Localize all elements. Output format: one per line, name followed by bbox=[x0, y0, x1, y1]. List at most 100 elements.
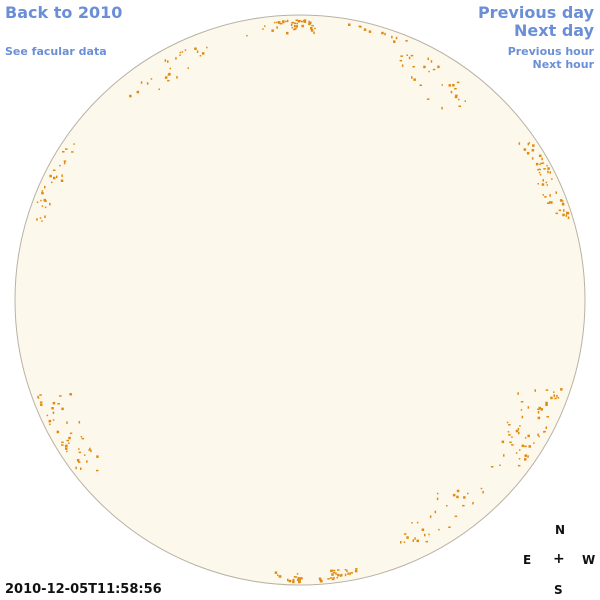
facula-mark bbox=[336, 576, 338, 579]
facula-mark bbox=[557, 397, 560, 399]
facula-mark bbox=[414, 537, 416, 540]
facula-mark bbox=[408, 56, 411, 60]
facula-mark bbox=[537, 408, 540, 411]
facula-mark bbox=[41, 220, 43, 222]
back-to-year-link[interactable]: Back to 2010 bbox=[5, 3, 123, 22]
observation-timestamp: 2010-12-05T11:58:56 bbox=[5, 582, 162, 597]
facula-mark bbox=[458, 98, 460, 101]
facula-mark bbox=[299, 577, 302, 581]
facula-mark bbox=[311, 24, 314, 27]
facula-mark bbox=[463, 496, 466, 499]
facula-mark bbox=[426, 98, 430, 100]
facula-mark bbox=[297, 577, 301, 579]
facula-mark bbox=[531, 157, 534, 160]
facula-mark bbox=[550, 396, 553, 400]
next-day-link[interactable]: Next day bbox=[514, 21, 594, 40]
facula-mark bbox=[520, 401, 524, 403]
facula-mark bbox=[80, 436, 83, 438]
facula-mark bbox=[454, 515, 458, 518]
facula-mark bbox=[506, 421, 509, 424]
next-hour-link[interactable]: Next hour bbox=[532, 58, 595, 71]
facula-mark bbox=[480, 487, 483, 490]
facula-mark bbox=[400, 55, 403, 57]
facula-mark bbox=[89, 447, 91, 451]
facula-mark bbox=[384, 32, 386, 36]
facula-mark bbox=[490, 466, 494, 468]
facula-mark bbox=[300, 20, 304, 23]
facula-mark bbox=[555, 212, 558, 215]
previous-hour-link[interactable]: Previous hour bbox=[507, 45, 594, 58]
facula-mark bbox=[524, 458, 527, 461]
facula-mark bbox=[274, 571, 278, 574]
previous-day-link[interactable]: Previous day bbox=[477, 3, 594, 22]
facula-mark bbox=[562, 213, 565, 217]
facula-mark bbox=[277, 22, 281, 24]
facula-mark bbox=[337, 569, 340, 571]
facula-mark bbox=[428, 533, 430, 536]
facula-mark bbox=[410, 54, 414, 57]
facula-mark bbox=[413, 78, 416, 81]
facula-mark bbox=[454, 88, 457, 90]
facula-mark bbox=[406, 54, 408, 56]
facula-mark bbox=[56, 430, 60, 434]
compass-center-cross: + bbox=[553, 551, 565, 567]
facula-mark bbox=[199, 55, 202, 57]
facula-mark bbox=[355, 568, 358, 570]
facula-mark bbox=[527, 142, 530, 146]
facula-mark bbox=[330, 577, 333, 579]
facula-mark bbox=[129, 94, 132, 98]
facula-mark bbox=[78, 451, 82, 454]
facula-mark bbox=[538, 406, 541, 410]
facula-mark bbox=[83, 454, 86, 456]
facula-mark bbox=[507, 431, 510, 433]
facula-mark bbox=[262, 28, 264, 30]
facula-mark bbox=[518, 431, 520, 435]
facula-mark bbox=[246, 34, 248, 37]
facula-mark bbox=[349, 572, 351, 576]
facula-mark bbox=[278, 575, 282, 578]
facula-mark bbox=[150, 78, 153, 80]
facula-mark bbox=[517, 392, 519, 395]
facula-mark bbox=[292, 580, 295, 584]
facula-mark bbox=[293, 24, 296, 28]
facula-mark bbox=[296, 22, 298, 25]
facula-mark bbox=[391, 35, 393, 39]
see-facular-data-link[interactable]: See facular data bbox=[5, 45, 107, 58]
facula-mark bbox=[553, 391, 555, 393]
facula-mark bbox=[421, 528, 425, 531]
facula-mark bbox=[520, 409, 523, 411]
facula-mark bbox=[547, 167, 550, 170]
facula-mark bbox=[523, 148, 527, 151]
facula-mark bbox=[456, 489, 460, 493]
facula-mark bbox=[411, 76, 413, 79]
facula-mark bbox=[39, 394, 42, 396]
facula-mark bbox=[57, 403, 60, 405]
facula-mark bbox=[358, 25, 361, 28]
facula-mark bbox=[427, 57, 429, 61]
facula-mark bbox=[86, 460, 88, 463]
facula-mark bbox=[41, 205, 44, 207]
facula-mark bbox=[140, 81, 143, 84]
facula-mark bbox=[518, 142, 521, 145]
compass-north-label: N bbox=[555, 523, 566, 537]
facula-mark bbox=[80, 467, 82, 470]
facula-mark bbox=[452, 493, 456, 497]
facula-mark bbox=[40, 403, 43, 406]
facula-mark bbox=[78, 421, 81, 424]
facula-mark bbox=[313, 31, 315, 35]
facula-mark bbox=[548, 201, 551, 204]
facula-mark bbox=[282, 20, 284, 22]
facula-mark bbox=[559, 199, 563, 202]
facula-mark bbox=[541, 183, 545, 186]
facula-mark bbox=[333, 576, 335, 580]
facula-mark bbox=[537, 183, 539, 185]
facula-mark bbox=[537, 168, 539, 171]
facula-mark bbox=[535, 162, 539, 166]
facula-mark bbox=[538, 435, 540, 438]
facula-mark bbox=[61, 441, 64, 444]
facula-mark bbox=[314, 27, 316, 30]
facula-mark bbox=[344, 569, 347, 571]
facula-mark bbox=[524, 437, 527, 439]
facula-mark bbox=[531, 149, 535, 152]
facula-mark bbox=[537, 416, 541, 420]
